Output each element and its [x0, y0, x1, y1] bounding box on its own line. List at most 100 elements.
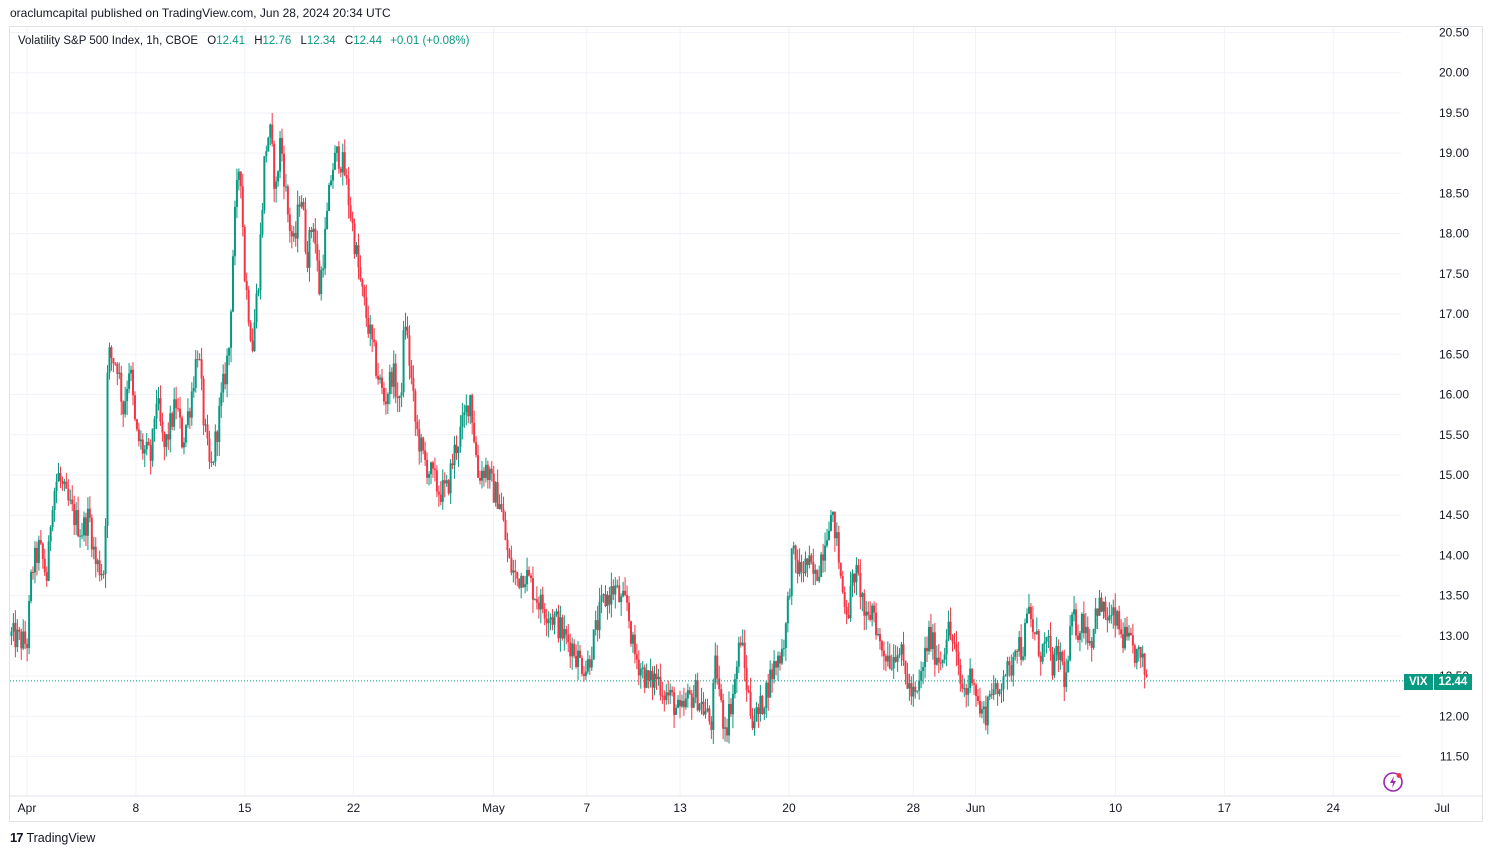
candle-body: [398, 395, 401, 399]
candle-body: [847, 615, 850, 619]
candle-body: [1135, 649, 1138, 663]
candle-body: [286, 186, 289, 215]
candle-body: [343, 152, 346, 176]
candle-body: [304, 209, 307, 252]
candle-body: [457, 446, 460, 454]
candle-body: [30, 571, 33, 601]
candle-body: [753, 721, 756, 729]
candle-body: [169, 413, 172, 440]
candle-body: [816, 569, 819, 581]
candle-body: [867, 611, 870, 616]
candle-body: [843, 591, 846, 607]
candle-body: [918, 680, 921, 691]
candle-body: [894, 657, 897, 662]
candle-body: [247, 290, 250, 323]
candle-body: [775, 661, 778, 668]
candle-body: [669, 689, 672, 696]
candle-body: [1098, 597, 1101, 616]
candle-body: [1084, 626, 1087, 634]
candle-body: [82, 517, 85, 536]
candle-body: [1018, 637, 1021, 652]
candle-body: [480, 470, 483, 481]
candle-body: [802, 572, 805, 574]
candle-body: [410, 365, 413, 379]
candle-body: [782, 647, 785, 649]
x-tick-label: 15: [238, 801, 252, 815]
candle-body: [502, 509, 505, 521]
candle-body: [829, 515, 832, 531]
candle-body: [328, 185, 331, 211]
candle-body: [1080, 613, 1083, 633]
candle-body: [200, 359, 203, 379]
candle-body: [149, 445, 152, 461]
candle-body: [639, 668, 642, 676]
candle-body: [222, 373, 225, 393]
candle-body: [931, 632, 934, 650]
candle-body: [763, 708, 766, 715]
candle-body: [735, 666, 738, 680]
candle-body: [518, 578, 521, 588]
candle-body: [322, 268, 325, 271]
candle-body: [14, 622, 17, 648]
candle-body: [465, 405, 468, 413]
legend-close-value: 12.44: [353, 35, 382, 47]
candle-body: [377, 375, 380, 380]
candle-body: [510, 557, 513, 573]
candle-body: [898, 654, 901, 656]
candle-body: [1102, 601, 1105, 612]
candle-body: [516, 572, 519, 579]
candle-body: [353, 223, 356, 255]
chart-frame[interactable]: [9, 26, 1483, 822]
candle-body: [359, 267, 362, 280]
candle-body: [976, 696, 979, 701]
candle-body: [724, 727, 727, 729]
candle-body: [645, 670, 648, 688]
candle-body: [586, 659, 589, 672]
candle-body: [1104, 601, 1107, 618]
candle-body: [733, 679, 736, 694]
candle-body: [251, 340, 254, 351]
y-tick-label: 18.50: [1439, 186, 1469, 200]
candle-body: [969, 668, 972, 689]
candle-body: [537, 602, 540, 610]
candle-body: [994, 683, 997, 690]
candle-body: [582, 673, 585, 676]
candle-body: [902, 644, 905, 661]
candle-body: [53, 490, 56, 511]
candle-body: [318, 260, 321, 295]
candle-body: [563, 629, 566, 639]
candle-body: [806, 558, 809, 565]
candle-body: [602, 594, 605, 596]
candle-body: [10, 631, 13, 636]
candle-body: [12, 622, 15, 632]
lightning-icon[interactable]: [1382, 771, 1404, 793]
candle-body: [284, 186, 287, 188]
candle-body: [633, 634, 636, 655]
candle-body: [237, 171, 240, 181]
candle-body: [28, 600, 31, 649]
candle-body: [1141, 653, 1144, 658]
candle-body: [1114, 607, 1117, 626]
candle-body: [86, 508, 89, 536]
candle-body: [1075, 609, 1078, 636]
candle-body: [678, 699, 681, 707]
footer-brand[interactable]: 17 TradingView: [10, 830, 95, 845]
candle-body: [853, 573, 856, 583]
candle-body: [116, 363, 119, 374]
candle-body: [726, 727, 729, 736]
candle-body: [1053, 654, 1056, 676]
candle-body: [394, 363, 397, 397]
candle-body: [680, 700, 683, 707]
candle-body: [102, 573, 105, 575]
candle-body: [355, 245, 358, 255]
candle-body: [216, 431, 219, 442]
candle-body: [1145, 674, 1148, 677]
candle-body: [455, 444, 458, 454]
candle-body: [118, 372, 121, 374]
candle-body: [1092, 628, 1095, 648]
candle-body: [804, 558, 807, 574]
candle-body: [684, 698, 687, 708]
candle-body: [1106, 617, 1109, 621]
candle-body: [51, 510, 54, 528]
